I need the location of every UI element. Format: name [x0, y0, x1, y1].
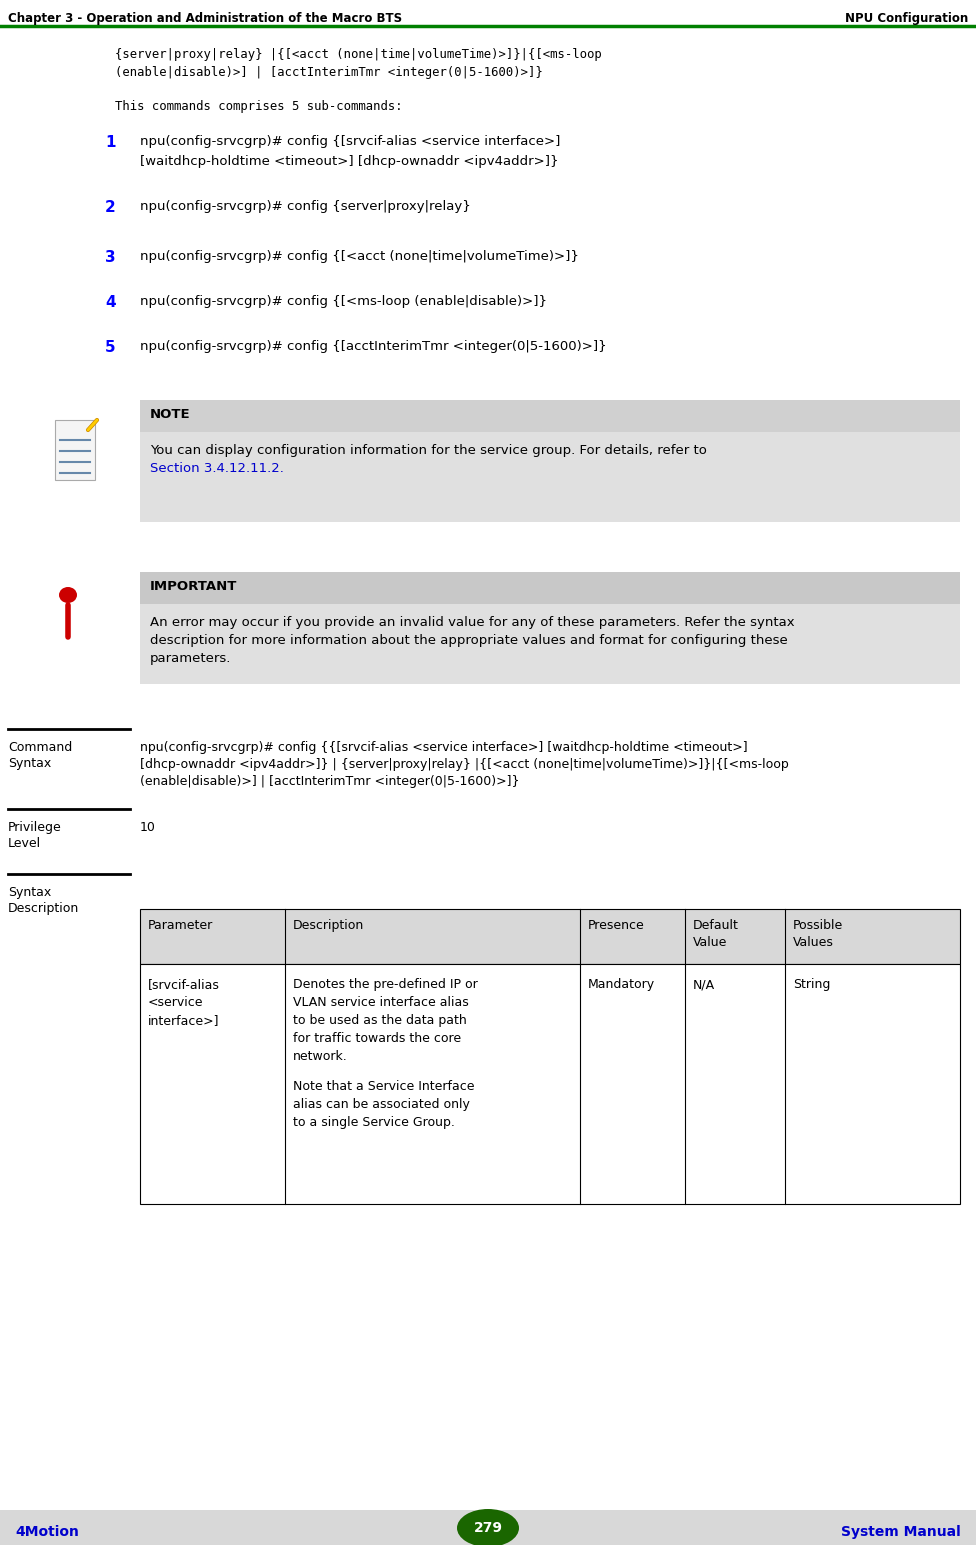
Text: 279: 279	[473, 1520, 503, 1536]
Text: interface>]: interface>]	[148, 1014, 220, 1027]
Text: Denotes the pre-defined IP or: Denotes the pre-defined IP or	[293, 978, 477, 990]
Text: Level: Level	[8, 837, 41, 850]
Text: 3: 3	[105, 250, 115, 266]
Text: Privilege: Privilege	[8, 820, 61, 834]
Text: npu(config-srvcgrp)# config {[<acct (none|time|volumeTime)>]}: npu(config-srvcgrp)# config {[<acct (non…	[140, 250, 579, 263]
Text: npu(config-srvcgrp)# config {{[srvcif-alias <service interface>] [waitdhcp-holdt: npu(config-srvcgrp)# config {{[srvcif-al…	[140, 742, 748, 754]
Text: System Manual: System Manual	[841, 1525, 961, 1539]
Text: (enable|disable)>] | [acctInterimTmr <integer(0|5-1600)>]}: (enable|disable)>] | [acctInterimTmr <in…	[115, 66, 543, 79]
Text: npu(config-srvcgrp)# config {[<ms-loop (enable|disable)>]}: npu(config-srvcgrp)# config {[<ms-loop (…	[140, 295, 547, 307]
Text: npu(config-srvcgrp)# config {[srvcif-alias <service interface>]: npu(config-srvcgrp)# config {[srvcif-ali…	[140, 134, 560, 148]
Ellipse shape	[59, 587, 77, 603]
Text: NPU Configuration: NPU Configuration	[845, 12, 968, 25]
Text: npu(config-srvcgrp)# config {[acctInterimTmr <integer(0|5-1600)>]}: npu(config-srvcgrp)# config {[acctInteri…	[140, 340, 607, 352]
Text: {server|proxy|relay} |{[<acct (none|time|volumeTime)>]}|{[<ms-loop: {server|proxy|relay} |{[<acct (none|time…	[115, 48, 602, 60]
Text: for traffic towards the core: for traffic towards the core	[293, 1032, 461, 1044]
Text: [srvcif-alias: [srvcif-alias	[148, 978, 220, 990]
Text: 10: 10	[140, 820, 156, 834]
Text: 2: 2	[105, 199, 116, 215]
Text: description for more information about the appropriate values and format for con: description for more information about t…	[150, 633, 788, 647]
Text: (enable|disable)>] | [acctInterimTmr <integer(0|5-1600)>]}: (enable|disable)>] | [acctInterimTmr <in…	[140, 776, 519, 788]
Text: npu(config-srvcgrp)# config {server|proxy|relay}: npu(config-srvcgrp)# config {server|prox…	[140, 199, 470, 213]
Text: Parameter: Parameter	[148, 919, 213, 932]
Bar	[140, 908, 960, 964]
Text: network.: network.	[293, 1051, 347, 1063]
Text: alias can be associated only: alias can be associated only	[293, 1098, 469, 1111]
Text: VLAN service interface alias: VLAN service interface alias	[293, 997, 468, 1009]
Bar	[140, 572, 960, 604]
Text: Description: Description	[8, 902, 79, 915]
Text: 1: 1	[105, 134, 115, 150]
Bar	[0, 1509, 976, 1545]
Text: [dhcp-ownaddr <ipv4addr>]} | {server|proxy|relay} |{[<acct (none|time|volumeTime: [dhcp-ownaddr <ipv4addr>]} | {server|pro…	[140, 759, 789, 771]
Text: [waitdhcp-holdtime <timeout>] [dhcp-ownaddr <ipv4addr>]}: [waitdhcp-holdtime <timeout>] [dhcp-owna…	[140, 154, 558, 168]
Text: Value: Value	[693, 936, 727, 949]
Text: Description: Description	[293, 919, 364, 932]
Text: This commands comprises 5 sub-commands:: This commands comprises 5 sub-commands:	[115, 100, 403, 113]
Bar	[140, 400, 960, 433]
Text: Values: Values	[793, 936, 834, 949]
Bar	[140, 964, 960, 1204]
Text: Default: Default	[693, 919, 739, 932]
Text: Chapter 3 - Operation and Administration of the Macro BTS: Chapter 3 - Operation and Administration…	[8, 12, 402, 25]
Text: You can display configuration information for the service group. For details, re: You can display configuration informatio…	[150, 443, 707, 457]
Text: Note that a Service Interface: Note that a Service Interface	[293, 1080, 474, 1092]
Text: N/A: N/A	[693, 978, 715, 990]
Ellipse shape	[457, 1509, 519, 1545]
Text: Section 3.4.12.11.2.: Section 3.4.12.11.2.	[150, 462, 284, 474]
Text: Command: Command	[8, 742, 72, 754]
Text: String: String	[793, 978, 831, 990]
Text: to be used as the data path: to be used as the data path	[293, 1014, 467, 1027]
Text: 5: 5	[105, 340, 115, 355]
Text: Syntax: Syntax	[8, 757, 52, 769]
Text: to a single Service Group.: to a single Service Group.	[293, 1115, 455, 1129]
Text: An error may occur if you provide an invalid value for any of these parameters. : An error may occur if you provide an inv…	[150, 616, 794, 629]
Text: Mandatory: Mandatory	[588, 978, 655, 990]
Text: Presence: Presence	[588, 919, 645, 932]
Text: parameters.: parameters.	[150, 652, 231, 664]
Text: Possible: Possible	[793, 919, 843, 932]
Bar	[140, 604, 960, 684]
Text: Syntax: Syntax	[8, 885, 52, 899]
Text: 4: 4	[105, 295, 115, 311]
Bar	[140, 433, 960, 522]
Text: IMPORTANT: IMPORTANT	[150, 579, 237, 593]
Bar	[55, 420, 95, 480]
Text: NOTE: NOTE	[150, 408, 190, 420]
Text: <service: <service	[148, 997, 204, 1009]
Text: 4Motion: 4Motion	[15, 1525, 79, 1539]
